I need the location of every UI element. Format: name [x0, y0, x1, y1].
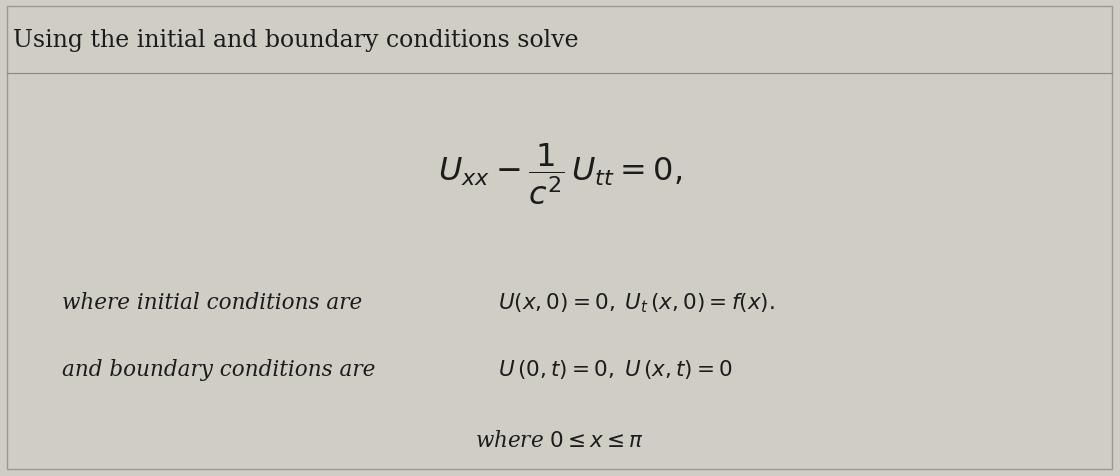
Text: where $0 \leq x \leq \pi$: where $0 \leq x \leq \pi$: [475, 429, 645, 451]
Text: $U\,(0, t) = 0,\; U\,(x, t) = 0$: $U\,(0, t) = 0,\; U\,(x, t) = 0$: [498, 357, 734, 380]
Text: Using the initial and boundary conditions solve: Using the initial and boundary condition…: [13, 29, 579, 51]
Text: and boundary conditions are: and boundary conditions are: [62, 358, 375, 380]
Text: $U_{xx} - \dfrac{1}{c^2}\, U_{tt} = 0,$: $U_{xx} - \dfrac{1}{c^2}\, U_{tt} = 0,$: [438, 141, 682, 207]
Text: $U(x,0) = 0,\; U_t \,(x,0) = f(x).$: $U(x,0) = 0,\; U_t \,(x,0) = f(x).$: [498, 290, 775, 314]
Text: where initial conditions are: where initial conditions are: [62, 291, 362, 313]
